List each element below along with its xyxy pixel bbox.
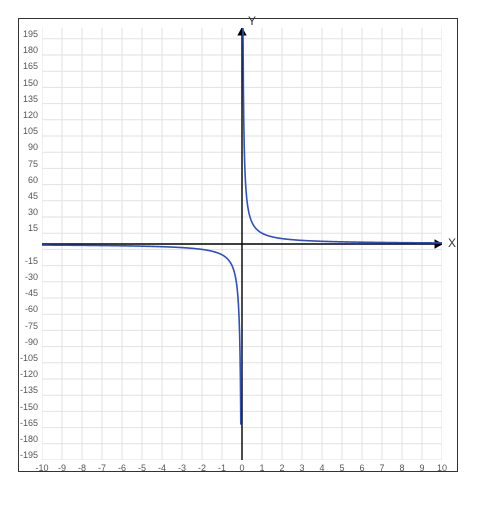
x-tick-label: -2	[198, 463, 206, 473]
x-tick-label: 6	[359, 463, 364, 473]
y-tick-label: -165	[20, 418, 38, 428]
y-tick-label: 30	[28, 207, 38, 217]
plot-svg	[42, 28, 442, 460]
y-tick-label: -75	[25, 321, 38, 331]
x-tick-label: 0	[239, 463, 244, 473]
y-tick-label: 120	[23, 110, 38, 120]
curve-left-branch	[42, 245, 241, 424]
y-tick-label: -180	[20, 434, 38, 444]
y-tick-label: -45	[25, 288, 38, 298]
y-tick-label: 15	[28, 223, 38, 233]
y-axis-arrow-icon	[238, 28, 246, 35]
y-tick-label: -195	[20, 450, 38, 460]
x-tick-label: -10	[35, 463, 48, 473]
y-tick-label: 75	[28, 159, 38, 169]
x-tick-label: 10	[437, 463, 447, 473]
y-tick-label: 105	[23, 126, 38, 136]
x-tick-label: 9	[419, 463, 424, 473]
y-tick-label: 135	[23, 94, 38, 104]
x-axis-arrow-icon	[435, 240, 442, 248]
x-tick-label: -8	[78, 463, 86, 473]
y-tick-label: 180	[23, 45, 38, 55]
x-tick-label: 2	[279, 463, 284, 473]
plot-area	[42, 28, 442, 460]
y-tick-label: -120	[20, 369, 38, 379]
x-tick-label: 5	[339, 463, 344, 473]
y-tick-label: -30	[25, 272, 38, 282]
chart-stage: X Y -10-9-8-7-6-5-4-3-2-1012345678910195…	[0, 0, 500, 507]
y-tick-label: -60	[25, 304, 38, 314]
x-tick-label: -4	[158, 463, 166, 473]
y-tick-label: -105	[20, 353, 38, 363]
y-tick-label: 60	[28, 175, 38, 185]
x-tick-label: -1	[218, 463, 226, 473]
y-tick-label: 150	[23, 78, 38, 88]
x-tick-label: 7	[379, 463, 384, 473]
x-tick-label: -9	[58, 463, 66, 473]
y-axis-label: Y	[248, 14, 256, 28]
x-tick-label: 4	[319, 463, 324, 473]
x-tick-label: -7	[98, 463, 106, 473]
y-tick-label: 45	[28, 191, 38, 201]
y-tick-label: 90	[28, 142, 38, 152]
x-tick-label: 1	[259, 463, 264, 473]
y-tick-label: -135	[20, 385, 38, 395]
x-axis-label: X	[448, 236, 456, 250]
x-tick-label: -3	[178, 463, 186, 473]
y-tick-label: -15	[25, 256, 38, 266]
y-tick-label: 195	[23, 29, 38, 39]
x-tick-label: 8	[399, 463, 404, 473]
y-tick-label: 165	[23, 61, 38, 71]
y-tick-label: -90	[25, 337, 38, 347]
x-tick-label: 3	[299, 463, 304, 473]
x-tick-label: -6	[118, 463, 126, 473]
x-tick-label: -5	[138, 463, 146, 473]
y-tick-label: -150	[20, 402, 38, 412]
